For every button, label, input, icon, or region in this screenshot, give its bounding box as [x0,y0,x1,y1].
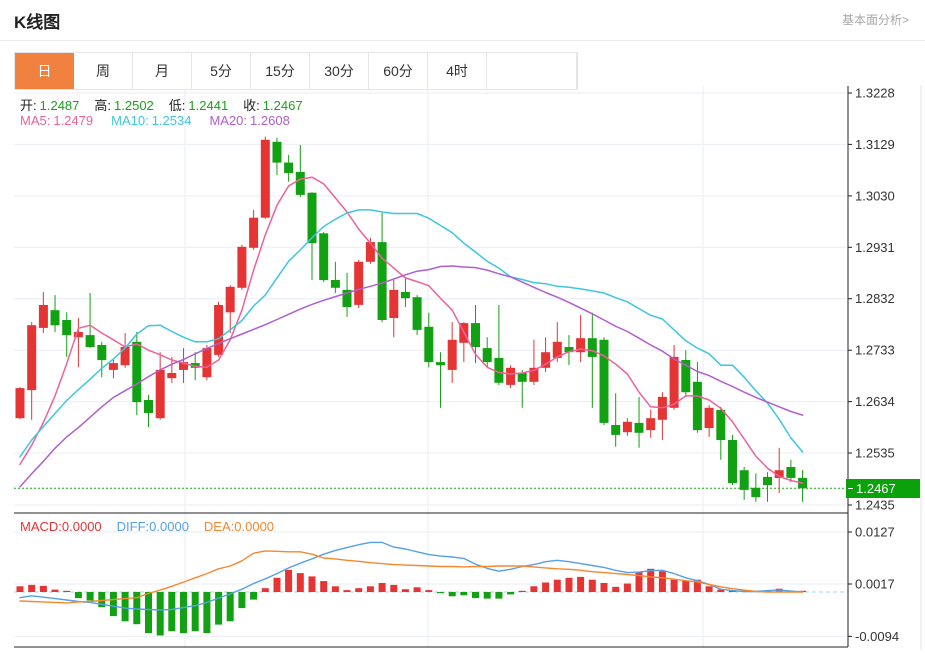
svg-text:1.2634: 1.2634 [855,394,895,409]
tab-month[interactable]: 月 [133,53,192,89]
svg-text:0.0017: 0.0017 [855,577,895,592]
close-item: 收: 1.2467 [243,98,303,113]
tab-day[interactable]: 日 [15,53,74,89]
page-title: K线图 [14,13,61,32]
ma5-item: MA5: 1.2479 [20,113,94,128]
tab-60min[interactable]: 60分 [369,53,428,89]
ma10-item: MA10: 1.2534 [111,113,192,128]
svg-text:-0.0094: -0.0094 [855,629,899,644]
svg-text:1.2832: 1.2832 [855,291,895,306]
svg-text:1.3129: 1.3129 [855,137,895,152]
low-item: 低: 1.2441 [168,98,229,113]
svg-text:1.2435: 1.2435 [855,498,895,513]
svg-text:0.0127: 0.0127 [855,525,895,540]
tabbar-filler [487,53,577,89]
macd-item: MACD:0.0000 [20,519,102,534]
tab-30min[interactable]: 30分 [310,53,369,89]
fundamental-analysis-link[interactable]: 基本面分析> [841,13,909,27]
ma20-item: MA20: 1.2608 [209,113,290,128]
period-tabbar: 日 周 月 5分 15分 30分 60分 4时 [14,52,578,90]
diff-item: DIFF:0.0000 [116,519,189,534]
tab-week[interactable]: 周 [74,53,133,89]
svg-text:1.3030: 1.3030 [855,188,895,203]
svg-text:1.2535: 1.2535 [855,446,895,461]
candlestick-series [15,136,808,502]
open-item: 开: 1.2487 [20,98,80,113]
ma-legend: MA5: 1.2479 MA10: 1.2534 MA20: 1.2608 [20,113,290,128]
svg-text:1.2931: 1.2931 [855,240,895,255]
macd-histogram [16,568,807,636]
macd-legend: MACD:0.0000 DIFF:0.0000 DEA:0.0000 [20,519,274,534]
tab-4hour[interactable]: 4时 [428,53,487,89]
ma-lines [19,176,804,488]
macd-lines [19,541,804,611]
ohlc-legend: 开: 1.2487 高: 1.2502 低: 1.2441 收: 1.2467 [20,95,303,114]
last-price-badge: 1.2467 [846,479,920,498]
dea-item: DEA:0.0000 [203,519,275,534]
svg-text:1.3228: 1.3228 [855,86,895,101]
tab-5min[interactable]: 5分 [192,53,251,89]
axis-frame [14,85,922,650]
svg-text:1.2733: 1.2733 [855,343,895,358]
high-item: 高: 1.2502 [94,98,154,113]
header-divider [0,40,925,41]
tab-15min[interactable]: 15分 [251,53,310,89]
badge-tick [848,488,853,489]
axis-labels: 1.3228 1.3129 1.3030 1.2931 1.2832 1.2733 1.26… [855,86,899,644]
